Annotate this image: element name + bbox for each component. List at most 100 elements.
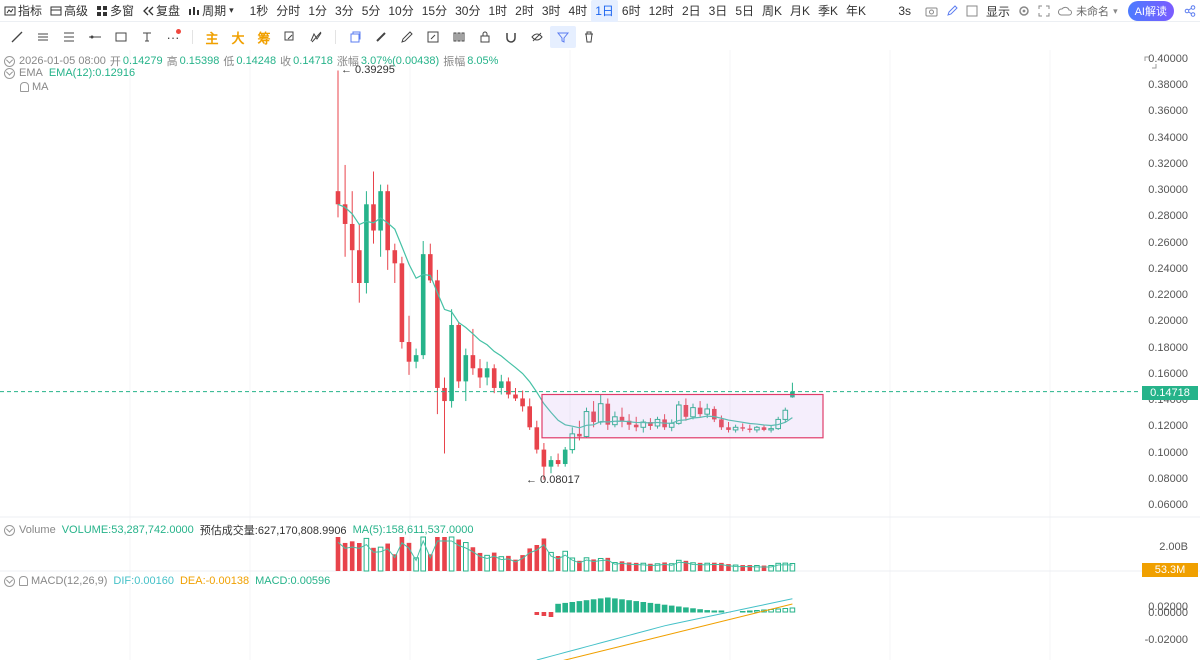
volume-bar xyxy=(583,557,590,572)
indicator-button[interactable]: 指标 xyxy=(0,0,46,22)
period-option[interactable]: 6时 xyxy=(621,4,641,18)
period-option[interactable]: 周K xyxy=(762,4,783,18)
macd-value: MACD:0.00596 xyxy=(255,575,331,587)
volume-bar xyxy=(463,542,469,572)
channel-icon[interactable] xyxy=(56,26,82,48)
macd-bar xyxy=(668,605,675,613)
period-label: 周期 xyxy=(202,4,227,18)
advanced-button[interactable]: 高级 xyxy=(46,0,92,22)
period-option[interactable]: 10分 xyxy=(388,4,414,18)
more-tools-icon[interactable]: ··· xyxy=(166,29,181,45)
text-tool-icon[interactable] xyxy=(134,26,160,48)
period-option[interactable]: 2时 xyxy=(515,4,534,18)
period-option[interactable]: 分时 xyxy=(276,4,301,18)
compare-icon[interactable] xyxy=(303,26,329,48)
refresh-interval[interactable]: 3s xyxy=(898,4,912,18)
macd-bar xyxy=(683,607,689,613)
main-indicator-button[interactable]: 主 xyxy=(205,30,219,46)
alert-icon[interactable] xyxy=(19,576,28,586)
ema-name[interactable]: EMA xyxy=(19,67,43,79)
macd-dif: DIF:0.00160 xyxy=(113,575,174,587)
period-option[interactable]: 4时 xyxy=(568,4,588,18)
cloud-icon[interactable] xyxy=(1054,0,1076,22)
share-icon[interactable] xyxy=(1180,0,1200,22)
collapse-icon[interactable] xyxy=(4,524,15,536)
gear-icon[interactable] xyxy=(1014,0,1034,22)
price-axis-label: 0.32000 xyxy=(1148,157,1188,170)
volume-bar xyxy=(697,562,703,571)
volume-bar xyxy=(498,556,505,572)
horizontal-ray-icon[interactable] xyxy=(82,26,108,48)
ruler-icon[interactable] xyxy=(368,26,394,48)
macd-bar xyxy=(775,608,782,613)
lock-icon[interactable] xyxy=(472,26,498,48)
collapse-icon[interactable] xyxy=(4,575,15,587)
period-option[interactable]: 2日 xyxy=(681,4,701,18)
price-axis-label: 0.34000 xyxy=(1148,131,1188,144)
copy-icon[interactable] xyxy=(342,26,368,48)
period-button[interactable]: 周期 ▾ xyxy=(184,0,238,22)
period-option[interactable]: 1时 xyxy=(488,4,508,18)
visibility-icon[interactable] xyxy=(524,26,550,48)
parallel-lines-icon[interactable] xyxy=(30,26,56,48)
magnet-icon[interactable] xyxy=(498,26,524,48)
period-option[interactable]: 12时 xyxy=(648,4,674,18)
volume-bar xyxy=(520,555,525,571)
edit-icon[interactable] xyxy=(942,0,962,22)
camera-icon[interactable] xyxy=(921,0,942,22)
period-option[interactable]: 5分 xyxy=(361,4,381,18)
delete-icon[interactable] xyxy=(576,26,602,48)
big-order-button[interactable]: 大 xyxy=(231,30,245,46)
period-option[interactable]: 3分 xyxy=(335,4,354,18)
volume-bar xyxy=(470,547,476,571)
fullscreen-icon[interactable] xyxy=(1034,0,1054,22)
alert-icon[interactable] xyxy=(20,82,29,92)
period-option[interactable]: 3日 xyxy=(708,4,728,18)
period-option[interactable]: 1分 xyxy=(308,4,327,18)
collapse-icon[interactable] xyxy=(4,67,15,79)
period-option[interactable]: 30分 xyxy=(455,4,481,18)
period-option[interactable]: 1日 xyxy=(591,0,618,22)
volume-bar xyxy=(668,563,675,572)
chart-canvas[interactable] xyxy=(0,50,1200,660)
ma-name[interactable]: MA xyxy=(32,81,49,93)
volume-bar xyxy=(591,559,596,571)
volume-bar xyxy=(726,564,731,571)
filter-icon[interactable] xyxy=(550,26,576,48)
multi-window-button[interactable]: 多窗 xyxy=(92,0,138,22)
period-option[interactable]: 月K xyxy=(790,4,811,18)
overlay-icon[interactable] xyxy=(277,26,303,48)
line-tool-icon[interactable] xyxy=(4,26,30,48)
macd-name[interactable]: MACD(12,26,9) xyxy=(31,575,108,587)
collapse-icon[interactable] xyxy=(4,55,15,67)
volume-bar xyxy=(435,537,440,571)
volume-bar xyxy=(740,565,745,571)
macd-bar xyxy=(548,612,554,617)
ai-analysis-button[interactable]: AI解读 xyxy=(1127,1,1174,21)
macd-dea-line xyxy=(563,603,793,660)
price-axis-label: 0.28000 xyxy=(1148,210,1188,223)
macd-bar xyxy=(633,601,640,613)
chart-area[interactable]: 2026-01-05 08:00 开 0.14279 高 0.15398 低 0… xyxy=(0,50,1200,660)
candle-body xyxy=(754,426,760,431)
replay-button[interactable]: 复盘 xyxy=(138,0,184,22)
period-option[interactable]: 季K xyxy=(818,4,839,18)
candle-body xyxy=(413,355,419,362)
volume-name[interactable]: Volume xyxy=(19,524,56,536)
chip-distribution-button[interactable]: 筹 xyxy=(257,30,271,46)
volume-bar xyxy=(477,552,483,571)
period-option[interactable]: 5日 xyxy=(735,4,754,18)
note-icon[interactable] xyxy=(420,26,446,48)
period-option[interactable]: 年K xyxy=(846,4,867,18)
display-button[interactable]: 显示 xyxy=(986,4,1011,19)
period-option[interactable]: 15分 xyxy=(421,4,448,18)
workspace-name[interactable]: 未命名 xyxy=(1076,6,1110,18)
window-icon[interactable] xyxy=(962,0,982,22)
period-option[interactable]: 3时 xyxy=(541,4,561,18)
pen-icon[interactable] xyxy=(394,26,420,48)
expand-icon[interactable] xyxy=(1144,56,1157,69)
rectangle-tool-icon[interactable] xyxy=(108,26,134,48)
volume-bar xyxy=(768,565,774,572)
fibonacci-icon[interactable] xyxy=(446,26,472,48)
period-option[interactable]: 1秒 xyxy=(249,4,269,18)
